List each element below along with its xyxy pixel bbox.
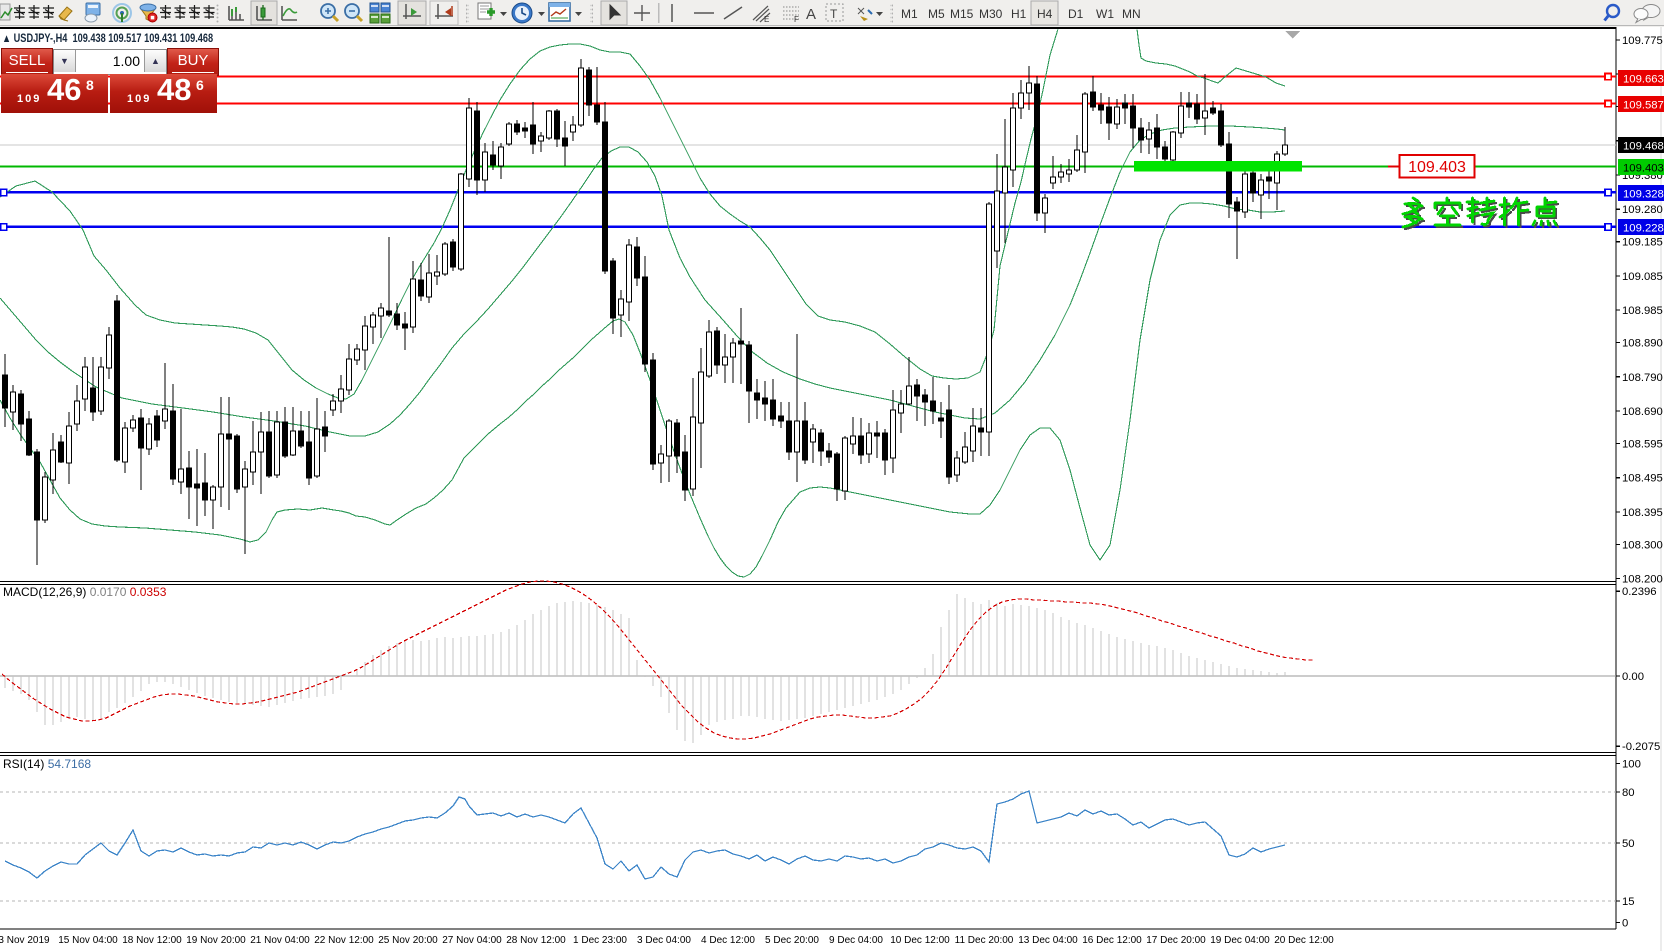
svg-text:10 Dec 12:00: 10 Dec 12:00: [890, 935, 950, 946]
svg-text:109.663: 109.663: [1623, 74, 1664, 86]
svg-text:D1: D1: [1068, 7, 1084, 21]
svg-text:108.200: 108.200: [1622, 574, 1663, 586]
svg-text:E: E: [764, 15, 769, 24]
svg-text:19 Nov 20:00: 19 Nov 20:00: [186, 935, 246, 946]
svg-text:MN: MN: [1122, 7, 1141, 21]
svg-text:W1: W1: [1096, 7, 1114, 21]
svg-text:1 Dec 23:00: 1 Dec 23:00: [573, 935, 627, 946]
svg-text:0: 0: [1622, 918, 1628, 930]
svg-text:108.395: 108.395: [1622, 507, 1663, 519]
svg-text:13 Dec 04:00: 13 Dec 04:00: [1018, 935, 1078, 946]
svg-text:15 Nov 04:00: 15 Nov 04:00: [58, 935, 118, 946]
svg-text:RSI(14) 54.7168: RSI(14) 54.7168: [3, 757, 91, 771]
svg-text:-0.2075: -0.2075: [1622, 741, 1660, 753]
svg-text:A: A: [806, 6, 816, 23]
svg-text:H1: H1: [1011, 7, 1027, 21]
svg-text:109.328: 109.328: [1623, 188, 1664, 200]
svg-text:11 Dec 20:00: 11 Dec 20:00: [955, 935, 1014, 946]
svg-text:50: 50: [1622, 838, 1635, 850]
svg-text:109.085: 109.085: [1622, 271, 1663, 283]
svg-text:108.690: 108.690: [1622, 406, 1663, 418]
svg-text:109.403: 109.403: [1623, 163, 1664, 175]
svg-text:109.228: 109.228: [1623, 223, 1664, 235]
svg-text:108.495: 108.495: [1622, 473, 1663, 485]
svg-text:108.985: 108.985: [1622, 305, 1663, 317]
svg-text:4 Dec 12:00: 4 Dec 12:00: [701, 935, 755, 946]
svg-text:109.280: 109.280: [1622, 204, 1663, 216]
svg-text:M15: M15: [950, 7, 974, 21]
svg-text:109.185: 109.185: [1622, 237, 1663, 249]
svg-text:17 Dec 20:00: 17 Dec 20:00: [1146, 935, 1206, 946]
svg-text:M1: M1: [901, 7, 918, 21]
svg-text:0.00: 0.00: [1622, 671, 1644, 683]
svg-text:19 Dec 04:00: 19 Dec 04:00: [1210, 935, 1270, 946]
svg-text:5 Dec 20:00: 5 Dec 20:00: [765, 935, 819, 946]
svg-text:20 Dec 12:00: 20 Dec 12:00: [1274, 935, 1334, 946]
svg-text:M5: M5: [928, 7, 945, 21]
svg-text:27 Nov 04:00: 27 Nov 04:00: [442, 935, 502, 946]
svg-text:M30: M30: [979, 7, 1003, 21]
svg-text:108.790: 108.790: [1622, 372, 1663, 384]
svg-text:109.775: 109.775: [1622, 35, 1663, 47]
svg-text:15: 15: [1622, 896, 1635, 908]
svg-text:16 Dec 12:00: 16 Dec 12:00: [1082, 935, 1142, 946]
svg-text:22 Nov 12:00: 22 Nov 12:00: [314, 935, 374, 946]
svg-text:109.587: 109.587: [1623, 100, 1664, 112]
svg-text:T: T: [830, 7, 838, 21]
svg-text:109.468: 109.468: [1623, 140, 1664, 152]
svg-text:109.403: 109.403: [1408, 159, 1466, 176]
svg-text:28 Nov 12:00: 28 Nov 12:00: [506, 935, 566, 946]
svg-text:F: F: [794, 15, 799, 24]
svg-text:3 Nov 2019: 3 Nov 2019: [0, 935, 50, 946]
svg-text:9 Dec 04:00: 9 Dec 04:00: [829, 935, 883, 946]
svg-text:100: 100: [1622, 759, 1641, 771]
svg-text:H4: H4: [1037, 7, 1053, 21]
svg-text:0.2396: 0.2396: [1622, 586, 1657, 598]
svg-text:80: 80: [1622, 787, 1635, 799]
svg-text:108.595: 108.595: [1622, 439, 1663, 451]
svg-text:MACD(12,26,9) 0.0170 0.0353: MACD(12,26,9) 0.0170 0.0353: [3, 585, 167, 599]
svg-text:3 Dec 04:00: 3 Dec 04:00: [637, 935, 691, 946]
svg-text:18 Nov 12:00: 18 Nov 12:00: [122, 935, 182, 946]
svg-text:25 Nov 20:00: 25 Nov 20:00: [378, 935, 438, 946]
svg-text:108.890: 108.890: [1622, 338, 1663, 350]
svg-text:108.300: 108.300: [1622, 539, 1663, 551]
svg-text:21 Nov 04:00: 21 Nov 04:00: [250, 935, 310, 946]
